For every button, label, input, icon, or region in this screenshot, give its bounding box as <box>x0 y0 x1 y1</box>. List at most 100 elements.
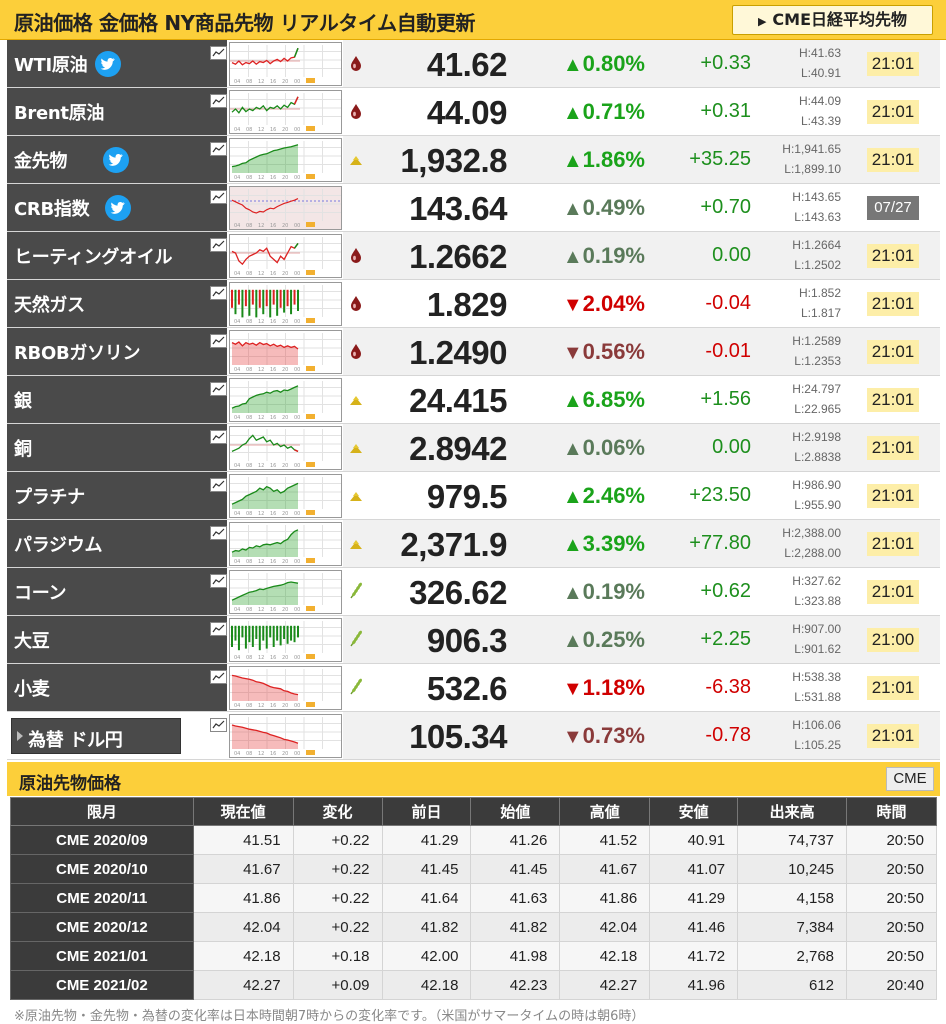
chart-toggle-icon[interactable] <box>210 526 227 540</box>
commodity-name[interactable]: ヒーティングオイル <box>14 247 173 268</box>
table-cell: +0.22 <box>292 883 383 913</box>
twitter-icon[interactable] <box>105 195 131 221</box>
sparkline[interactable]: 04 08 12 16 20 00 <box>229 474 342 518</box>
axis-tick: 00 <box>294 175 300 181</box>
chart-toggle-icon[interactable] <box>210 574 227 588</box>
chart-toggle-icon[interactable] <box>210 430 227 444</box>
row-background <box>343 424 940 471</box>
sparkline-line <box>231 341 299 350</box>
axis-tick: 00 <box>294 607 300 613</box>
commodity-row[interactable]: RBOBガソリン 04 08 12 16 20 00 1.2490 ▼0.56% -0.01 H:1… <box>7 328 940 376</box>
change-percent: ▲0.19% <box>527 579 645 605</box>
commodity-name[interactable]: Brent原油 <box>14 103 105 124</box>
chart-toggle-icon[interactable] <box>210 622 227 636</box>
chart-toggle-icon[interactable] <box>210 478 227 492</box>
chart-toggle-icon[interactable] <box>210 334 227 348</box>
sparkline[interactable]: 04 08 12 16 20 00 <box>229 90 342 134</box>
sparkline-tail <box>293 47 299 58</box>
commodity-row[interactable]: 天然ガス 04 08 12 16 20 00 1.829 ▼2.04% -0.04 H:1.852 L… <box>7 280 940 328</box>
sparkline[interactable]: 04 08 12 16 20 00 <box>229 330 342 374</box>
commodity-name[interactable]: CRB指数 <box>14 199 90 220</box>
commodity-name[interactable]: WTI原油 <box>14 55 88 76</box>
commodity-row[interactable]: コーン 04 08 12 16 20 00 326.62 ▲0.19% +0.62 H:327.62… <box>7 568 940 616</box>
commodity-name[interactable]: 銀 <box>14 391 32 412</box>
twitter-icon[interactable] <box>95 51 121 77</box>
commodity-row[interactable]: CRB指数 04 08 12 16 20 00 143.64 ▲0.49% +0.70 H:143.… <box>7 184 940 232</box>
axis-tick: 04 <box>234 607 240 613</box>
table-cell: 20:50 <box>846 941 937 971</box>
commodity-name[interactable]: RBOBガソリン <box>14 343 141 364</box>
change-value: +0.70 <box>700 196 751 218</box>
chart-toggle-icon[interactable] <box>210 286 227 300</box>
sparkline[interactable]: 04 08 12 16 20 00 <box>229 570 342 614</box>
sparkline[interactable]: 04 08 12 16 20 00 <box>229 378 342 422</box>
commodity-row[interactable]: 銅 04 08 12 16 20 00 2.8942 ▲0.06% 0.00 H:2.9198 L:2… <box>7 424 940 472</box>
chart-toggle-icon[interactable] <box>210 718 227 732</box>
sparkline-line <box>231 724 299 744</box>
cme-button[interactable]: CME <box>886 767 934 791</box>
commodity-name[interactable]: 天然ガス <box>14 295 85 316</box>
chart-toggle-icon[interactable] <box>210 190 227 204</box>
commodity-name[interactable]: 金先物 <box>14 151 68 172</box>
chart-toggle-icon[interactable] <box>210 94 227 108</box>
commodity-row[interactable]: Brent原油 04 08 12 16 20 00 44.09 ▲0.71% +0.31 H:44.… <box>7 88 940 136</box>
oil-icon <box>351 344 361 359</box>
table-cell: 41.82 <box>470 912 561 942</box>
twitter-icon[interactable] <box>103 147 129 173</box>
table-cell: 41.45 <box>470 854 561 884</box>
sparkline[interactable]: 04 08 12 16 20 00 <box>229 618 342 662</box>
change-percent: ▲0.25% <box>527 627 645 653</box>
axis-tick: 04 <box>234 703 240 709</box>
commodity-name[interactable]: パラジウム <box>14 535 103 556</box>
chart-toggle-icon[interactable] <box>210 46 227 60</box>
axis-tick: 00 <box>294 751 300 757</box>
change-percent-value: 0.73% <box>582 723 645 748</box>
change-value: -0.01 <box>705 340 751 362</box>
axis-tick: 16 <box>270 271 276 277</box>
axis-tick: 16 <box>270 79 276 85</box>
sparkline[interactable]: 04 08 12 16 20 00 <box>229 138 342 182</box>
commodity-row[interactable]: 銀 04 08 12 16 20 00 24.415 ▲6.85% +1.56 H:24.797 L:… <box>7 376 940 424</box>
sparkline[interactable]: 04 08 12 16 20 00 <box>229 186 342 230</box>
sparkline-line <box>231 47 299 66</box>
sparkline[interactable]: 04 08 12 16 20 00 <box>229 282 342 326</box>
commodity-name[interactable]: 大豆 <box>14 631 50 652</box>
sparkline[interactable]: 04 08 12 16 20 00 <box>229 714 342 758</box>
chart-toggle-icon[interactable] <box>210 142 227 156</box>
table-cell: 41.45 <box>381 854 472 884</box>
chart-toggle-icon[interactable] <box>210 382 227 396</box>
cme-nikkei-button[interactable]: ▶ CME日経平均先物 <box>732 5 933 35</box>
commodity-row[interactable]: ヒーティングオイル 04 08 12 16 20 00 1.2662 ▲0.19% 0.00 H:1… <box>7 232 940 280</box>
low-value: L:1,899.10 <box>784 162 841 176</box>
commodity-name[interactable]: プラチナ <box>14 487 85 508</box>
commodity-row[interactable]: WTI原油 04 08 12 16 20 00 41.62 ▲0.80% +0.33 H:41.63… <box>7 40 940 88</box>
commodity-row[interactable]: プラチナ 04 08 12 16 20 00 979.5 ▲2.46% +23.50 H:986.9… <box>7 472 940 520</box>
sparkline[interactable]: 04 08 12 16 20 00 <box>229 42 342 86</box>
commodity-row[interactable]: 小麦 04 08 12 16 20 00 532.6 ▼1.18% -6.38 H:538.38 L:… <box>7 664 940 712</box>
sparkline[interactable]: 04 08 12 16 20 00 <box>229 426 342 470</box>
sparkline-area <box>232 529 298 557</box>
axis-tick: 04 <box>234 559 240 565</box>
commodity-name[interactable]: コーン <box>14 583 67 604</box>
commodity-name[interactable]: 小麦 <box>14 679 50 700</box>
table-header-row: 限月 現在値 変化 前日 始値 高値 安値 出来高 時間 <box>10 797 937 826</box>
name-cell: コーン <box>7 568 227 615</box>
axis-tick: 08 <box>246 703 252 709</box>
table-cell: 74,737 <box>737 825 848 855</box>
commodity-name[interactable]: 銅 <box>14 439 32 460</box>
commodity-row[interactable]: 大豆 04 08 12 16 20 00 906.3 ▲0.25% +2.25 H:907.00 L:… <box>7 616 940 664</box>
fx-button[interactable]: 為替 ドル円 <box>11 718 181 754</box>
commodity-row[interactable]: 金先物 04 08 12 16 20 00 1,932.8 ▲1.86% +35.25 H:1,94… <box>7 136 940 184</box>
sparkline[interactable]: 04 08 12 16 20 00 <box>229 522 342 566</box>
chart-toggle-icon[interactable] <box>210 670 227 684</box>
chart-toggle-icon[interactable] <box>210 238 227 252</box>
sparkline[interactable]: 04 08 12 16 20 00 <box>229 234 342 278</box>
metal-category-icon <box>348 486 364 504</box>
change-percent: ▲0.49% <box>527 195 645 221</box>
commodity-row[interactable]: 為替 ドル円 04 08 12 16 20 00 105.34 ▼0.73% -0.78 H:106… <box>7 712 940 760</box>
high-value: H:41.63 <box>798 46 841 60</box>
sparkline[interactable]: 04 08 12 16 20 00 <box>229 666 342 710</box>
commodity-row[interactable]: パラジウム 04 08 12 16 20 00 2,371.9 ▲3.39% +77.80 H:2,… <box>7 520 940 568</box>
name-cell: 大豆 <box>7 616 227 663</box>
triangle-up-icon: ▲ <box>562 630 583 652</box>
